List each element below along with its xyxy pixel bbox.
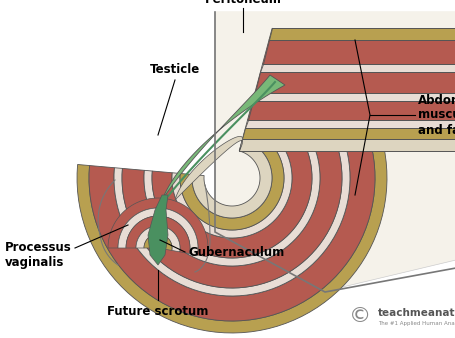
Polygon shape	[89, 40, 374, 321]
Polygon shape	[242, 128, 455, 139]
Polygon shape	[118, 208, 197, 255]
Polygon shape	[148, 195, 167, 265]
Text: teachmeanatomy: teachmeanatomy	[377, 308, 455, 318]
Polygon shape	[247, 101, 455, 120]
Polygon shape	[245, 120, 455, 128]
Polygon shape	[172, 120, 291, 238]
Polygon shape	[180, 128, 283, 230]
Polygon shape	[254, 72, 455, 93]
Polygon shape	[175, 136, 242, 200]
Polygon shape	[252, 93, 455, 101]
Polygon shape	[239, 139, 455, 151]
Polygon shape	[162, 75, 284, 200]
Polygon shape	[144, 93, 319, 266]
Text: Abdominal
musculature
and fascia: Abdominal musculature and fascia	[417, 94, 455, 137]
Text: Gubernaculum: Gubernaculum	[187, 245, 283, 259]
Polygon shape	[122, 72, 341, 288]
Text: ©: ©	[348, 306, 370, 326]
Polygon shape	[77, 28, 386, 333]
Polygon shape	[100, 188, 217, 264]
Polygon shape	[136, 226, 180, 252]
Polygon shape	[126, 216, 190, 254]
Text: Testicle: Testicle	[150, 63, 200, 76]
Polygon shape	[152, 242, 164, 254]
Polygon shape	[262, 40, 455, 64]
Polygon shape	[152, 101, 311, 258]
Text: Processus
vaginalis: Processus vaginalis	[5, 241, 71, 269]
Polygon shape	[192, 139, 271, 218]
Text: The #1 Applied Human Anatomy Site on the Web: The #1 Applied Human Anatomy Site on the…	[377, 320, 455, 325]
Text: Future scrotum: Future scrotum	[107, 305, 208, 318]
Polygon shape	[144, 234, 172, 250]
Polygon shape	[108, 198, 207, 257]
Polygon shape	[260, 64, 455, 72]
Text: Peritoneum: Peritoneum	[204, 0, 281, 6]
Polygon shape	[268, 28, 455, 40]
Polygon shape	[114, 64, 349, 296]
Polygon shape	[214, 10, 455, 290]
